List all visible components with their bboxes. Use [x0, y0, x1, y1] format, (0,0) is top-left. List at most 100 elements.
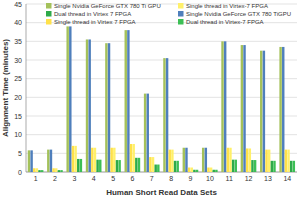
bar	[243, 45, 245, 172]
bar	[215, 170, 217, 172]
bar	[52, 168, 54, 172]
bar	[265, 150, 267, 172]
bar	[185, 148, 187, 172]
bar	[47, 150, 49, 172]
chart: 0510152025303540451234567891011121314Hum…	[0, 0, 300, 205]
bar	[132, 144, 134, 172]
legend-label: Dual thread in Virtex-7 FPGA	[186, 19, 264, 25]
legend-swatch	[178, 11, 184, 17]
bar	[171, 150, 173, 172]
bar	[152, 157, 154, 172]
x-tick-label: 4	[92, 175, 96, 182]
bar	[196, 170, 198, 172]
x-tick-label: 14	[283, 175, 291, 182]
bar	[154, 165, 156, 172]
x-tick-label: 3	[72, 175, 76, 182]
bar	[118, 160, 120, 172]
bar	[138, 158, 140, 172]
bar	[169, 150, 171, 172]
bar	[193, 170, 195, 172]
bar	[77, 159, 79, 172]
bar	[28, 150, 30, 172]
bar	[116, 160, 118, 172]
bar	[60, 170, 62, 172]
y-tick-label: 5	[18, 150, 22, 157]
legend-label: Dual thread in Virtex 7 FPGA	[54, 11, 131, 17]
y-tick-label: 20	[14, 94, 22, 101]
bar	[174, 161, 176, 172]
bar	[279, 47, 281, 172]
bar	[127, 30, 129, 172]
x-tick-label: 12	[245, 175, 253, 182]
legend-swatch	[46, 3, 52, 9]
bar	[271, 161, 273, 172]
bar	[96, 160, 98, 172]
bar	[166, 58, 168, 172]
bar	[36, 168, 38, 172]
legend-swatch	[46, 19, 52, 25]
bar	[235, 160, 237, 172]
x-tick-label: 11	[226, 175, 233, 182]
legend-label: Single thread in Virtex-7 FPGA	[186, 3, 268, 9]
bar	[207, 168, 209, 172]
bar	[135, 158, 137, 172]
bar	[30, 150, 32, 172]
x-tick-label: 6	[131, 175, 135, 182]
y-tick-label: 30	[14, 57, 22, 64]
bar	[241, 45, 243, 172]
bar	[66, 26, 68, 172]
bar	[176, 161, 178, 172]
bar	[273, 161, 275, 172]
x-tick-label: 1	[34, 175, 38, 182]
bar	[287, 150, 289, 172]
legend: Single Nvidia GeForce GTX 780 Ti GPU Sing…	[46, 3, 291, 25]
x-tick-label: 8	[169, 175, 173, 182]
bar	[246, 148, 248, 172]
bar	[33, 168, 35, 172]
legend-swatch	[46, 11, 52, 17]
legend-label: Single thread in Virtex 7 FPGA	[54, 19, 136, 25]
y-tick-label: 10	[14, 131, 22, 138]
bar	[91, 148, 93, 172]
bar	[232, 160, 234, 172]
bar	[191, 168, 193, 172]
y-tick-label: 0	[18, 169, 22, 176]
bar	[290, 161, 292, 172]
bar	[282, 47, 284, 172]
bar	[221, 41, 223, 172]
x-tick-label: 13	[264, 175, 272, 182]
bar	[163, 58, 165, 172]
y-axis-label: Alignment Time (minutes)	[1, 39, 10, 137]
bar	[268, 150, 270, 172]
bar	[157, 165, 159, 172]
bar	[251, 160, 253, 172]
bar	[213, 170, 215, 172]
bar	[80, 159, 82, 172]
bar	[41, 170, 43, 172]
bar	[58, 170, 60, 172]
bar	[183, 148, 185, 172]
bar	[74, 146, 76, 172]
bar	[205, 148, 207, 172]
bar	[125, 30, 127, 172]
x-tick-label: 10	[206, 175, 214, 182]
bar	[55, 168, 57, 172]
bar	[50, 150, 52, 172]
bar	[147, 94, 149, 172]
legend-swatch	[178, 19, 184, 25]
bar	[72, 146, 74, 172]
bar	[188, 168, 190, 172]
grid	[26, 4, 297, 172]
bar	[224, 41, 226, 172]
bar	[69, 26, 71, 172]
x-tick-label: 5	[111, 175, 115, 182]
bar	[99, 160, 101, 172]
x-tick-label: 9	[189, 175, 193, 182]
bar	[254, 160, 256, 172]
bar	[130, 144, 132, 172]
legend-label: Single Nvidia GeForce GTX 780 Ti GPU	[54, 3, 161, 9]
bar	[88, 39, 90, 172]
bar	[94, 148, 96, 172]
y-tick-label: 40	[14, 19, 22, 26]
bar	[249, 148, 251, 172]
